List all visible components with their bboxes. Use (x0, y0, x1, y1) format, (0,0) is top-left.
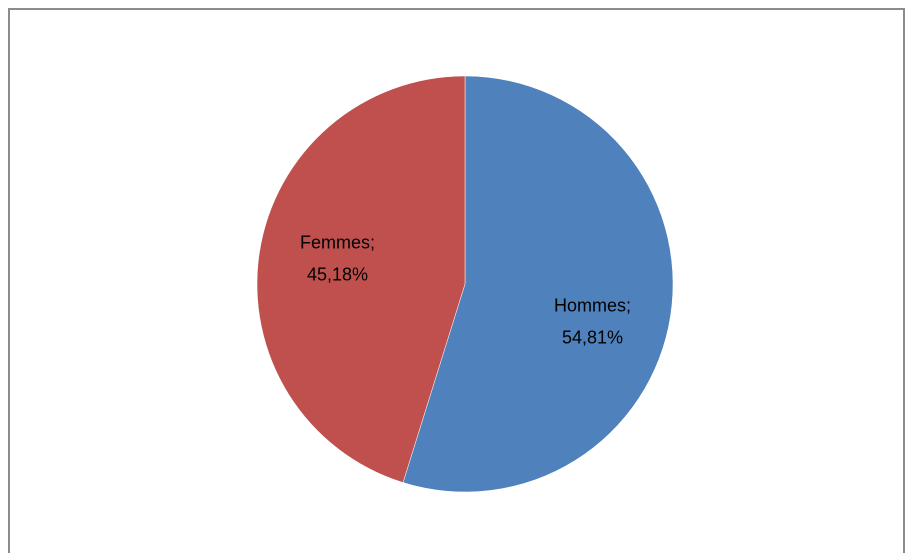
data-label-name: Femmes; (300, 233, 375, 253)
data-label-hommes: Hommes; 54,81% (554, 295, 631, 347)
data-label-value: 54,81% (562, 327, 623, 347)
pie-slice-hommes (402, 75, 674, 493)
data-label-femmes: Femmes; 45,18% (300, 233, 375, 285)
pie-slices (256, 75, 674, 493)
data-label-name: Hommes; (554, 295, 631, 315)
pie-slice-femmes (256, 75, 466, 483)
data-label-value: 45,18% (307, 265, 368, 285)
pie-labels: Hommes; 54,81% Femmes; 45,18% (300, 233, 631, 348)
